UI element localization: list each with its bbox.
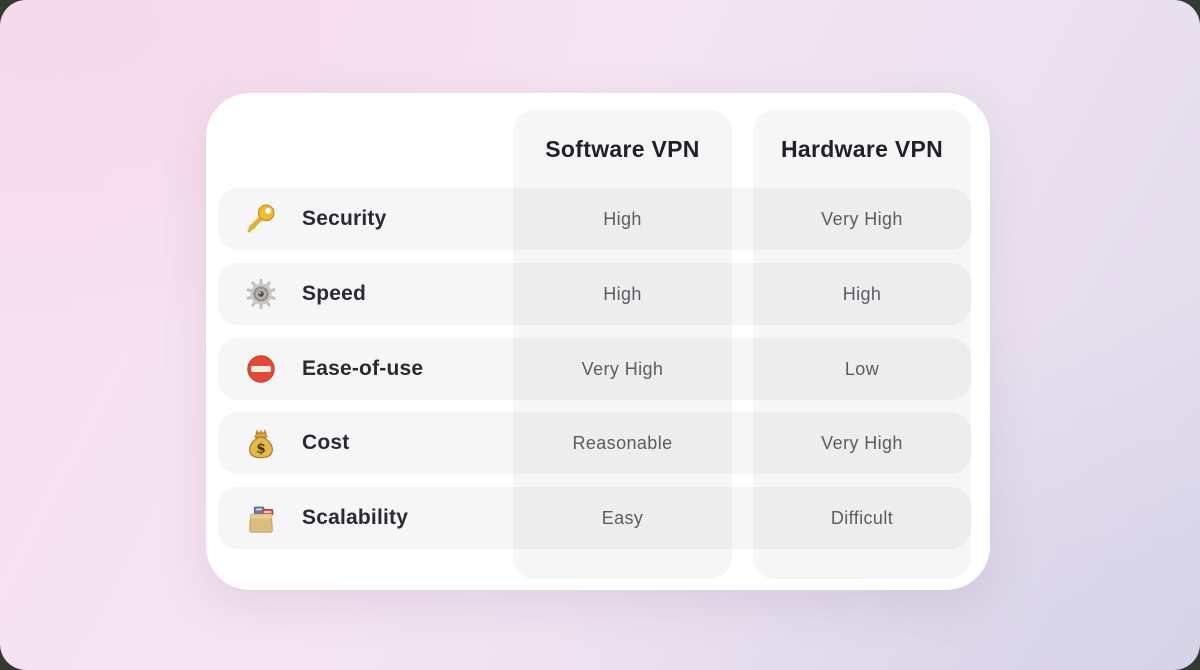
comparison-card: Software VPN Hardware VPN Security High … <box>206 93 990 590</box>
software-vpn-column-band <box>513 110 732 579</box>
svg-text:$: $ <box>256 441 266 457</box>
no-entry-icon <box>244 352 278 386</box>
table-row-speed: Speed High High <box>218 263 971 325</box>
row-label: Scalability <box>302 506 409 529</box>
cell-scalability-software: Easy <box>601 507 644 528</box>
cell-ease-of-use-software: Very High <box>581 358 664 379</box>
row-label: Cost <box>302 431 350 454</box>
gear-icon <box>244 277 278 311</box>
table-row-security: Security High Very High <box>218 188 971 250</box>
cell-security-hardware: Very High <box>821 208 903 229</box>
table-row-ease-of-use: Ease-of-use Very High Low <box>218 338 971 400</box>
row-label: Security <box>302 207 387 230</box>
cell-ease-of-use-hardware: Low <box>844 358 880 379</box>
row-label: Ease-of-use <box>302 357 424 380</box>
cell-speed-hardware: High <box>842 283 882 304</box>
money-bag-icon: $ <box>244 426 278 460</box>
card-file-box-icon <box>244 501 278 535</box>
cell-cost-hardware: Very High <box>821 432 903 453</box>
key-icon <box>244 202 278 236</box>
cell-security-software: High <box>603 208 642 229</box>
table-row-scalability: Scalability Easy Difficult <box>218 487 971 549</box>
hardware-vpn-column-band <box>753 110 971 579</box>
table-row-cost: $ Cost Reasonable Very High <box>218 412 971 474</box>
cell-speed-software: High <box>603 283 642 304</box>
row-label: Speed <box>302 282 367 305</box>
cell-cost-software: Reasonable <box>572 432 673 453</box>
cell-scalability-hardware: Difficult <box>830 507 894 528</box>
column-header-software-vpn: Software VPN <box>545 135 700 162</box>
column-header-hardware-vpn: Hardware VPN <box>780 135 944 162</box>
